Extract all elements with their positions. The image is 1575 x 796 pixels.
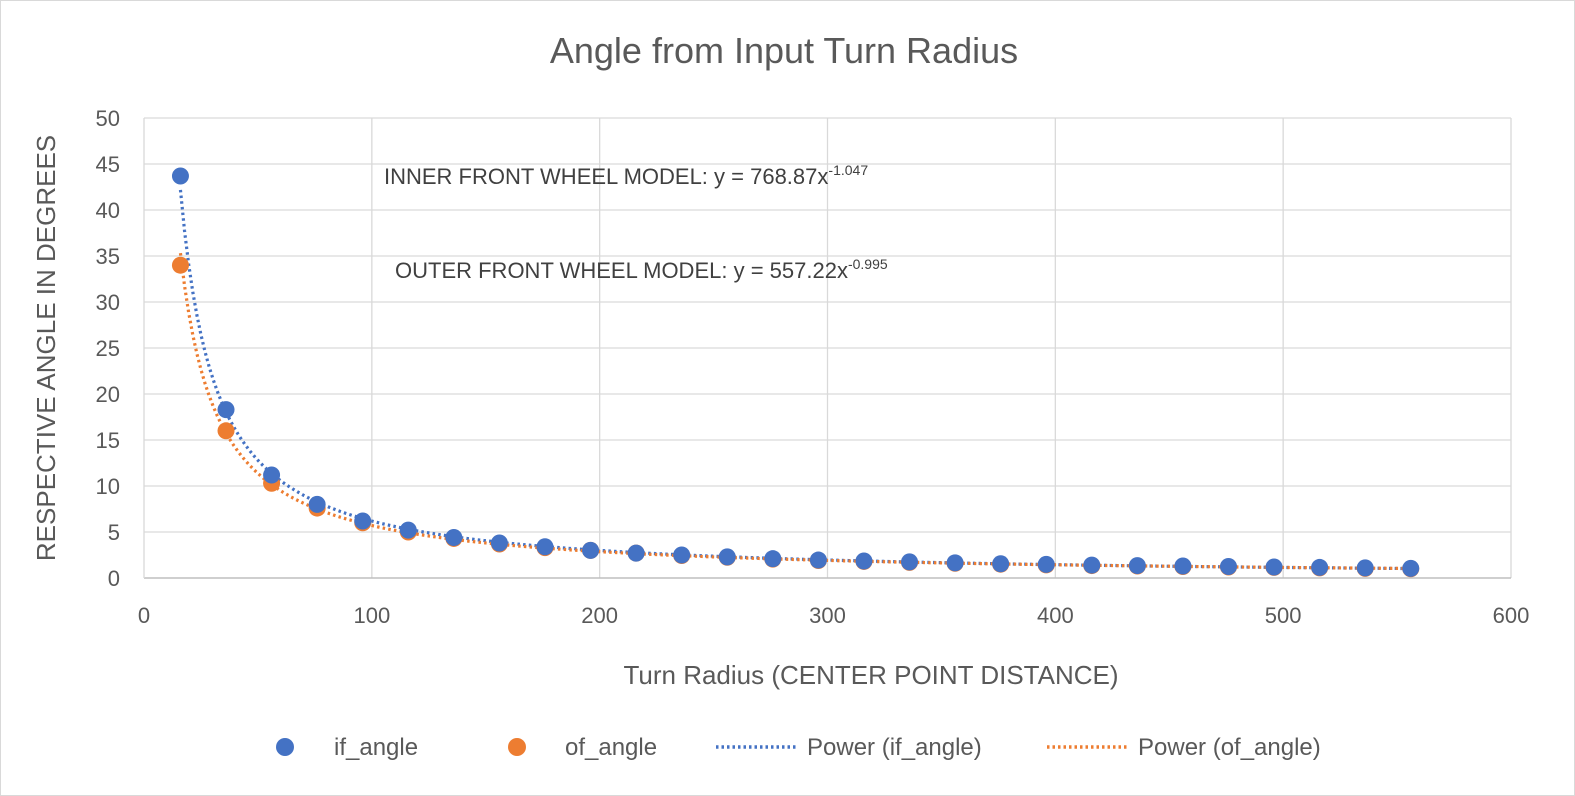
point-of-angle [171,256,189,274]
y-tick-label: 30 [96,290,120,315]
annotation-outer-text: OUTER FRONT WHEEL MODEL: y = 557.22x [395,258,848,283]
x-tick-label: 100 [353,603,390,628]
point-if-angle [992,555,1010,573]
point-if-angle [1128,557,1146,575]
point-if-angle [855,552,873,570]
point-if-angle [263,466,281,484]
point-of-angle [217,422,235,440]
legend-marker-if-angle [276,738,294,756]
y-tick-label: 50 [96,106,120,131]
x-tick-label: 600 [1493,603,1530,628]
point-if-angle [673,546,691,564]
point-if-angle [536,538,554,556]
annotation-inner-model: INNER FRONT WHEEL MODEL: y = 768.87x-1.0… [384,162,868,189]
point-if-angle [354,512,372,530]
trendlines [178,189,1411,571]
x-tick-label: 300 [809,603,846,628]
y-tick-label: 0 [108,566,120,591]
legend: if_angle of_angle Power (if_angle) Power… [276,734,1321,761]
point-if-angle [809,551,827,569]
point-if-angle [1037,555,1055,573]
point-if-angle [1402,559,1420,577]
y-tick-label: 45 [96,152,120,177]
y-axis-label: RESPECTIVE ANGLE IN DEGREES [31,135,61,561]
point-if-angle [946,554,964,572]
annotation-outer-exponent: -0.995 [848,256,888,272]
x-tick-label: 200 [581,603,618,628]
x-tick-label: 500 [1265,603,1302,628]
x-axis-label: Turn Radius (CENTER POINT DISTANCE) [623,660,1118,690]
legend-label-power-of: Power (of_angle) [1138,734,1321,761]
point-if-angle [1174,557,1192,575]
annotation-outer-model: OUTER FRONT WHEEL MODEL: y = 557.22x-0.9… [395,256,888,283]
point-if-angle [764,550,782,568]
point-if-angle [718,548,736,566]
point-if-angle [171,167,189,185]
point-if-angle [1219,558,1237,575]
data-points [171,167,1420,578]
y-tick-label: 10 [96,474,120,499]
point-if-angle [1311,558,1329,576]
chart-title: Angle from Input Turn Radius [550,30,1018,71]
y-tick-label: 20 [96,382,120,407]
point-if-angle [217,401,235,419]
point-if-angle [308,495,326,513]
legend-label-if-angle: if_angle [334,734,418,761]
y-tick-label: 15 [96,428,120,453]
point-if-angle [1356,559,1374,577]
legend-marker-of-angle [508,738,526,756]
x-tick-label: 400 [1037,603,1074,628]
y-tick-label: 35 [96,244,120,269]
point-if-angle [627,544,645,562]
point-if-angle [399,521,417,539]
y-tick-label: 40 [96,198,120,223]
point-if-angle [1083,556,1101,574]
x-tick-label: 0 [138,603,150,628]
trendline-power-if [178,189,1411,571]
point-if-angle [490,534,508,552]
y-tick-label: 25 [96,336,120,361]
point-if-angle [901,553,919,571]
annotation-inner-exponent: -1.047 [828,162,868,178]
legend-label-power-if: Power (if_angle) [807,734,982,761]
y-tick-label: 5 [108,520,120,545]
gridlines [144,117,1512,578]
point-if-angle [445,529,463,547]
point-if-angle [1265,558,1283,576]
legend-label-of-angle: of_angle [565,734,657,761]
point-if-angle [582,541,600,559]
annotation-inner-text: INNER FRONT WHEEL MODEL: y = 768.87x [384,164,828,189]
